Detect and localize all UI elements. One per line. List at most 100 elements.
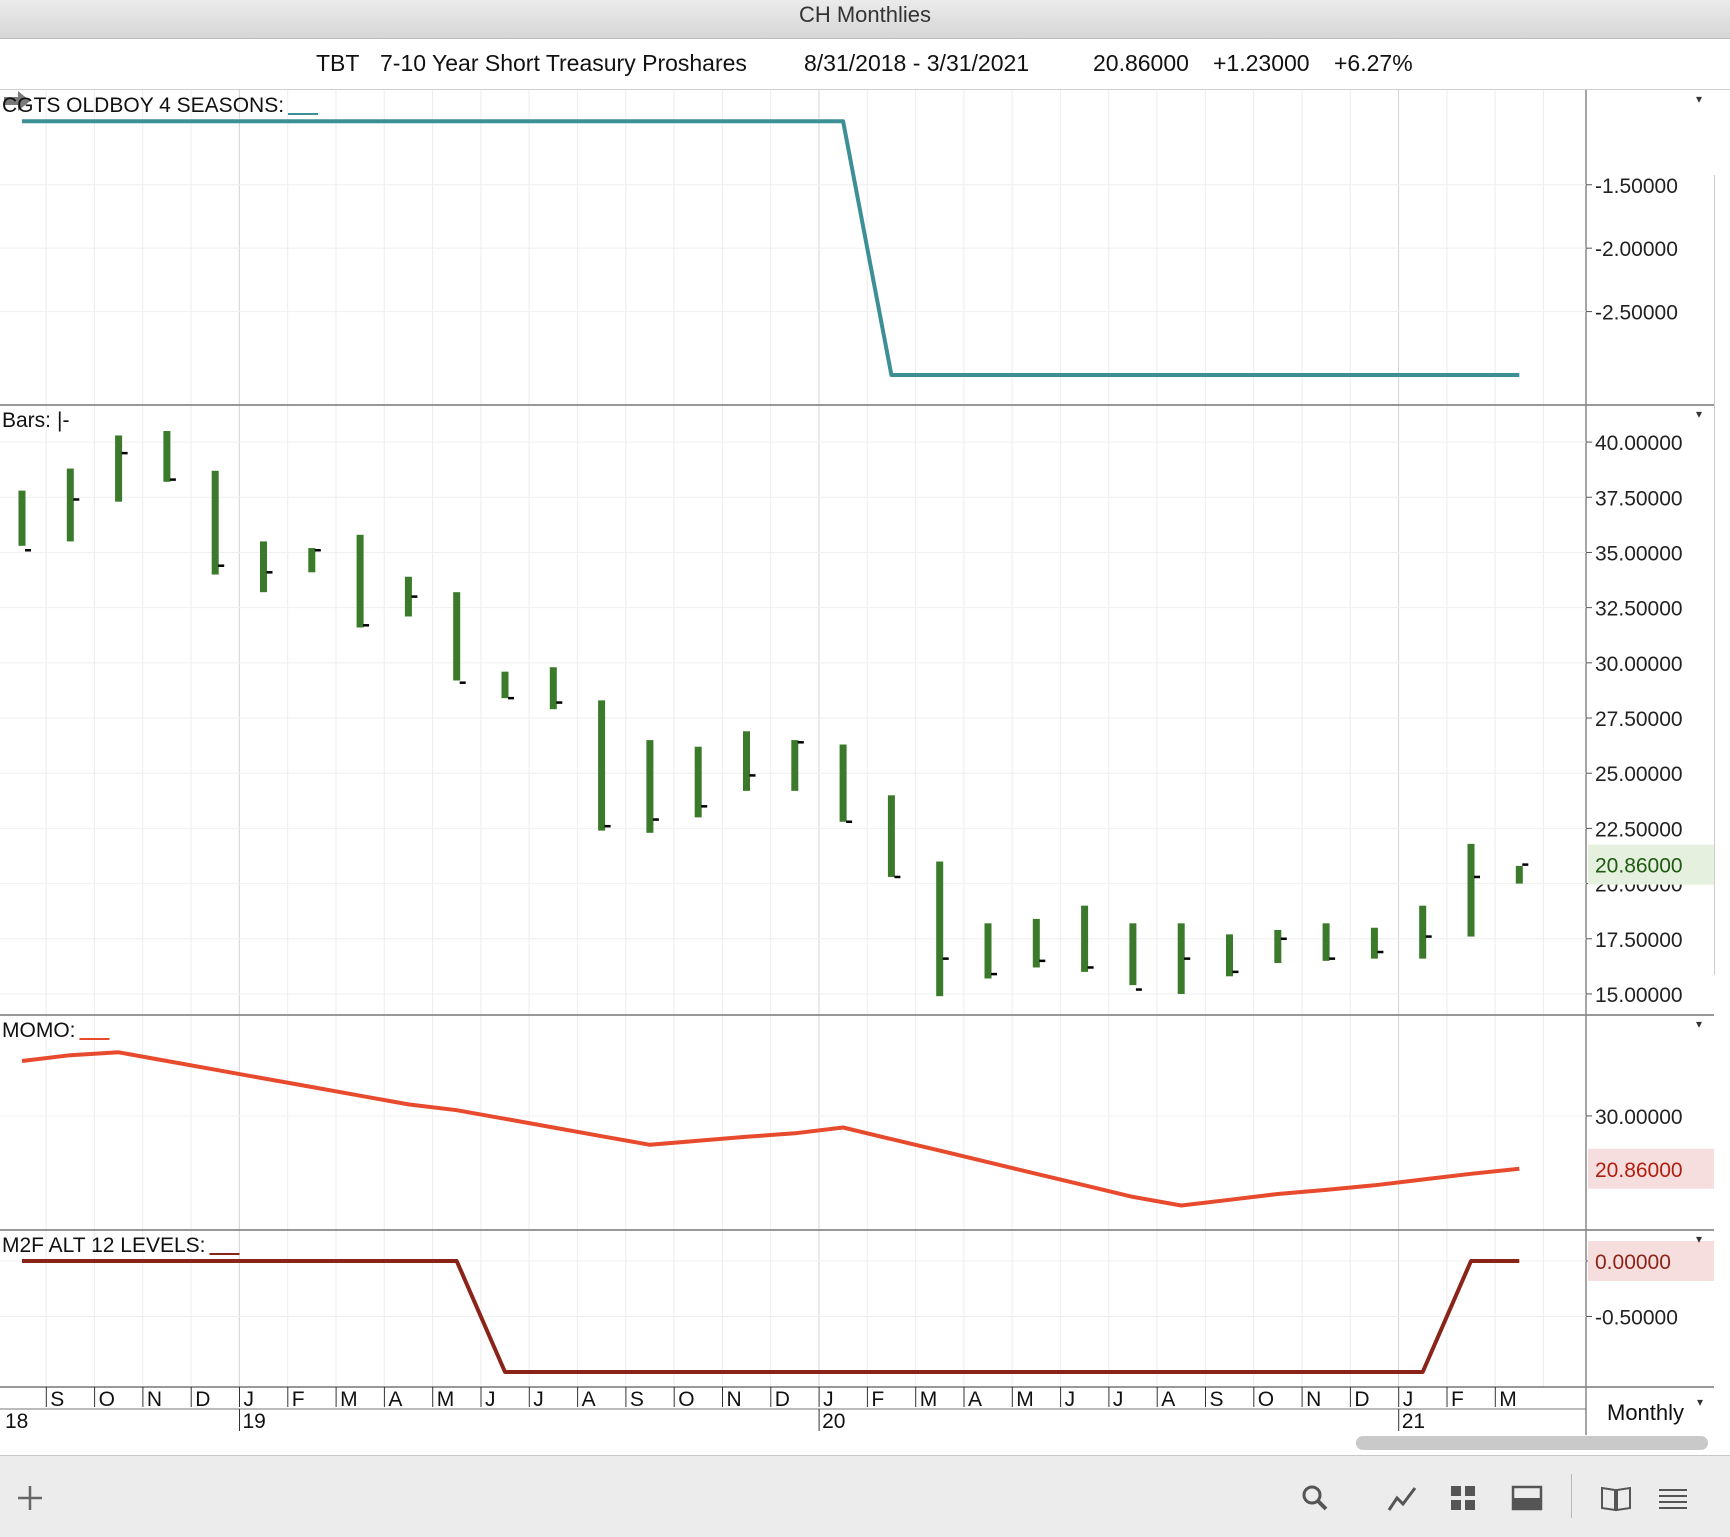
- bottom-toolbar: [0, 1455, 1730, 1537]
- ohlc-bar: [66, 468, 74, 542]
- ohlc-bar: [1032, 918, 1040, 968]
- horizontal-scrollbar[interactable]: [1356, 1436, 1708, 1450]
- ohlc-bar: [1467, 843, 1475, 937]
- ohlc-bar: [211, 470, 219, 575]
- panel-menu-icon: ▾: [1696, 1232, 1702, 1246]
- bars-last-value-label: 20.86000: [1595, 855, 1683, 878]
- bars-y-tick-label: 32.50000: [1595, 598, 1683, 621]
- m2f-last-value-label: 0.00000: [1595, 1251, 1671, 1274]
- date-range: 8/31/2018 - 3/31/2021: [804, 50, 1030, 76]
- last-price: 20.86000: [1093, 50, 1189, 76]
- grid-icon[interactable]: [1443, 1478, 1483, 1518]
- month-label: S: [1210, 1388, 1224, 1411]
- bars-title: Bars:: [2, 409, 51, 432]
- book-icon[interactable]: [1596, 1478, 1636, 1518]
- year-label: 18: [5, 1410, 28, 1433]
- window-title: CH Monthlies: [0, 0, 1730, 39]
- momo-last-value-label: 20.86000: [1595, 1159, 1683, 1182]
- panel-menu-icon: ▾: [1696, 1017, 1702, 1031]
- month-label: A: [1161, 1388, 1175, 1411]
- month-label: N: [727, 1388, 742, 1411]
- arrow-right-icon[interactable]: [2, 89, 32, 113]
- month-label: A: [388, 1388, 402, 1411]
- month-label: M: [1499, 1388, 1517, 1411]
- bars-title-suffix: |-: [57, 409, 69, 432]
- panel-menu-icon: ▾: [1696, 92, 1702, 106]
- ohlc-bar: [598, 700, 606, 831]
- side-strip: [1714, 175, 1730, 975]
- ohlc-bar: [1129, 923, 1137, 986]
- ohlc-bar: [404, 576, 412, 617]
- month-label: O: [678, 1388, 694, 1411]
- month-label: J: [1065, 1388, 1076, 1411]
- month-label: N: [147, 1388, 162, 1411]
- ohlc-bar: [936, 861, 944, 997]
- month-label: O: [1258, 1388, 1274, 1411]
- month-label: F: [1451, 1388, 1464, 1411]
- month-label: J: [485, 1388, 496, 1411]
- month-label: D: [775, 1388, 790, 1411]
- ohlc-bar: [115, 435, 123, 502]
- month-label: J: [244, 1388, 255, 1411]
- ohlc-bar: [984, 923, 992, 979]
- period-select[interactable]: Monthly: [1607, 1400, 1684, 1425]
- price-change: +1.23000: [1213, 50, 1310, 76]
- symbol: TBT: [316, 50, 360, 76]
- month-label: F: [871, 1388, 884, 1411]
- ohlc-bar: [694, 746, 702, 818]
- month-label: M: [437, 1388, 455, 1411]
- panel-menu-icon: ▾: [1696, 407, 1702, 421]
- m2f-title: M2F ALT 12 LEVELS:: [2, 1234, 206, 1257]
- bars-last-value-box: [1588, 844, 1714, 885]
- month-label: J: [1113, 1388, 1124, 1411]
- ohlc-bar: [1081, 905, 1089, 972]
- ohlc-bar: [308, 548, 316, 573]
- bars-y-tick-label: 40.00000: [1595, 432, 1683, 455]
- m2f-y-tick-label: -0.50000: [1595, 1307, 1678, 1330]
- seasons-y-tick-label: -2.50000: [1595, 302, 1678, 325]
- month-label: M: [340, 1388, 358, 1411]
- ohlc-bar: [1322, 923, 1330, 961]
- bars-y-tick-label: 30.00000: [1595, 653, 1683, 676]
- momo-title: MOMO:: [2, 1019, 76, 1042]
- add-icon[interactable]: [10, 1478, 50, 1518]
- ohlc-bar: [1419, 905, 1427, 959]
- month-label: S: [630, 1388, 644, 1411]
- chart-canvas[interactable]: -1.50000 -2.00000 -2.50000 CGTS OLDBOY 4 SE…: [0, 90, 1730, 1435]
- bars-y-tick-label: 22.50000: [1595, 818, 1683, 841]
- bars-y-tick-label: 25.00000: [1595, 763, 1683, 786]
- line-chart-icon[interactable]: [1383, 1478, 1423, 1518]
- momo-last-value-box: [1588, 1148, 1714, 1189]
- seasons-y-tick-label: -1.50000: [1595, 175, 1678, 198]
- month-label: M: [1016, 1388, 1034, 1411]
- month-label: J: [1403, 1388, 1414, 1411]
- ohlc-bar: [163, 431, 171, 482]
- month-label: F: [292, 1388, 305, 1411]
- month-label: J: [823, 1388, 834, 1411]
- ohlc-bar: [501, 671, 509, 699]
- month-label: D: [1354, 1388, 1369, 1411]
- bars-y-tick-label: 27.50000: [1595, 708, 1683, 731]
- month-label: J: [533, 1388, 544, 1411]
- ohlc-bar: [356, 534, 364, 628]
- ohlc-bar: [743, 731, 750, 791]
- seasons-title: CGTS OLDBOY 4 SEASONS:: [2, 94, 284, 117]
- m2f-series-line: [22, 1259, 1520, 1374]
- month-label: D: [195, 1388, 210, 1411]
- ohlc-bar: [1515, 865, 1523, 884]
- panel-icon[interactable]: [1507, 1478, 1547, 1518]
- search-icon[interactable]: [1295, 1478, 1335, 1518]
- month-label: S: [50, 1388, 64, 1411]
- ohlc-bar: [260, 541, 267, 593]
- menu-icon[interactable]: [1653, 1478, 1693, 1518]
- m2f-last-value-box: [1588, 1241, 1714, 1281]
- info-bar: TBT 7-10 Year Short Treasury Proshares 8…: [0, 39, 1730, 111]
- ohlc-bar: [839, 744, 847, 822]
- bars-y-tick-label: 37.50000: [1595, 487, 1683, 510]
- month-label: A: [582, 1388, 596, 1411]
- momo-series-line: [21, 1050, 1520, 1208]
- year-label: 20: [822, 1410, 845, 1433]
- ohlc-bar: [791, 740, 799, 791]
- ohlc-bar: [18, 490, 26, 546]
- period-chevron-icon: ▾: [1697, 1395, 1703, 1409]
